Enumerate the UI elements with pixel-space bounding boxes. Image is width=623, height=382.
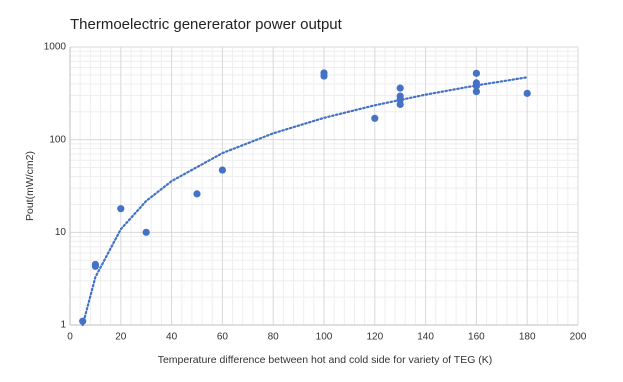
y-tick-label: 100 xyxy=(49,134,66,145)
point xyxy=(91,260,99,269)
x-tick-label: 0 xyxy=(67,332,73,343)
point xyxy=(218,166,226,174)
point xyxy=(371,114,379,122)
x-axis-label: Temperature difference between hot and c… xyxy=(158,354,493,366)
x-tick-label: 100 xyxy=(316,332,333,343)
chart-title: Thermoelectric genererator power output xyxy=(70,16,343,33)
x-tick-label: 40 xyxy=(166,332,178,343)
point xyxy=(523,89,531,97)
x-tick-label: 140 xyxy=(417,332,434,343)
x-tick-label: 20 xyxy=(115,332,127,343)
y-tick-label: 10 xyxy=(55,227,67,238)
point xyxy=(472,88,480,96)
point xyxy=(142,228,150,236)
point xyxy=(396,84,404,92)
x-tick-label: 180 xyxy=(519,332,536,343)
x-tick-label: 120 xyxy=(366,332,383,343)
trendline xyxy=(81,76,529,327)
y-tick-label: 1 xyxy=(60,320,66,331)
point xyxy=(320,72,328,80)
x-tick-label: 160 xyxy=(468,332,485,343)
y-axis-label: Pout(mW/cm2) xyxy=(24,151,36,221)
point xyxy=(472,69,480,77)
point xyxy=(79,317,87,325)
x-tick-label: 80 xyxy=(268,332,280,343)
y-tick-label: 1000 xyxy=(44,42,67,53)
x-tick-label: 200 xyxy=(570,332,587,343)
point xyxy=(396,100,404,109)
point xyxy=(472,82,480,90)
point xyxy=(193,190,201,198)
x-tick-label: 60 xyxy=(217,332,229,343)
point xyxy=(117,205,125,213)
